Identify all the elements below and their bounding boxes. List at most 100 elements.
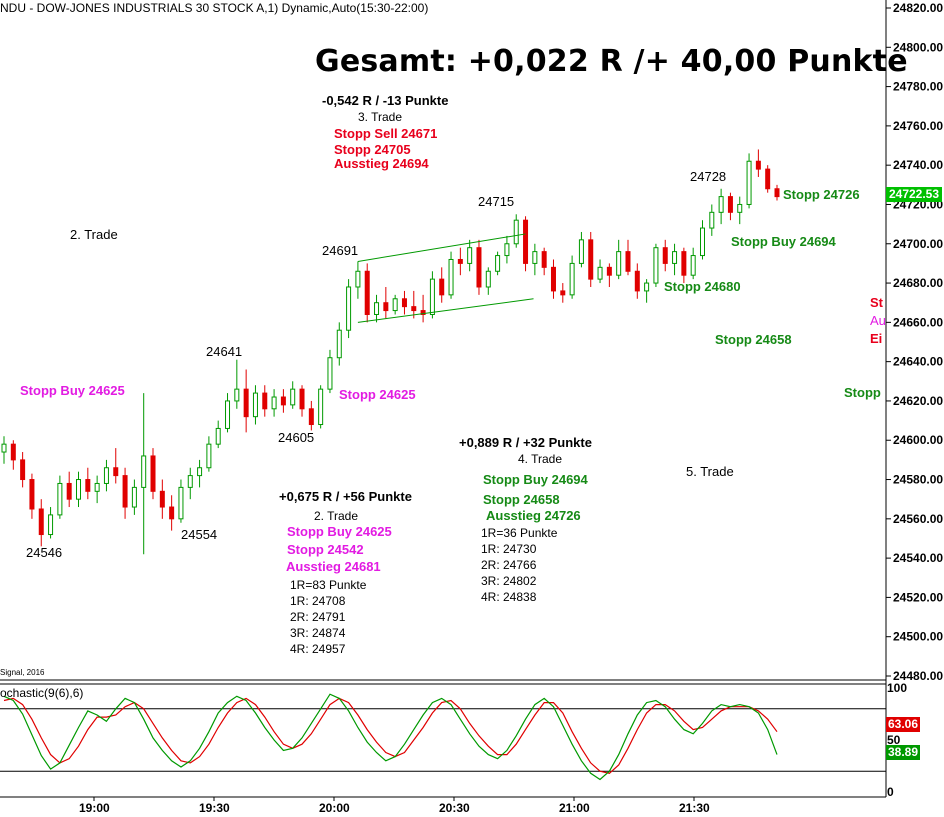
trade3-stopp-sell: Stopp Sell 24671 [334,126,438,141]
mid-stopp: Stopp 24625 [339,387,416,402]
trade2-stopp-buy: Stopp Buy 24625 [287,524,392,539]
candle-body [85,479,91,492]
candle-body [578,239,584,264]
candle-body [597,266,603,280]
price-tick-label: 24760.00 [893,119,943,133]
stoch-tick-0: 0 [887,785,894,799]
trade4-r3: 3R: 24802 [481,574,537,588]
candle-body [392,298,398,312]
stopp-24658: Stopp 24658 [715,332,792,347]
candle-body [429,278,435,315]
trade2-r2: 2R: 24791 [290,610,346,624]
trade4-label: 4. Trade [518,452,563,466]
trade3-stopp: Stopp 24705 [334,142,411,157]
candle-body [38,508,44,536]
point-label-24554: 24554 [181,527,218,542]
price-tick-label: 24520.00 [893,590,943,604]
candle-body [523,219,529,264]
candle-body [727,196,733,213]
candle-body [187,475,193,488]
candle-body [681,251,687,276]
price-tick-label: 24600.00 [893,433,943,447]
price-tick-label: 24780.00 [893,80,943,94]
candle-body [150,455,156,492]
candle-body [346,286,352,331]
trade4-exit: Ausstieg 24726 [486,508,581,523]
point-label-24605: 24605 [278,430,315,445]
candle-body [718,196,724,213]
candle-body [765,168,771,190]
candle-body [10,443,16,461]
candle-body [532,251,538,264]
candle-body [66,482,72,500]
candle-body [485,270,491,288]
candle-body [76,479,82,500]
stoch-tick-100: 100 [887,681,907,695]
point-label-24546: 24546 [26,545,63,560]
trade2-stopp: Stopp 24542 [287,542,364,557]
stoch-k-value: 38.89 [886,745,920,760]
signal-label: Signal, 2016 [0,668,45,677]
candle-body [606,266,612,276]
candle-body [20,459,26,481]
stopp-24680: Stopp 24680 [664,279,741,294]
trade3-result: -0,542 R / -13 Punkte [322,93,449,108]
candle-body [634,270,640,292]
candle-body [467,247,473,264]
candle-body [159,490,165,508]
current-price-tag: 24722.53 [886,187,942,202]
stopp-24726: Stopp 24726 [783,187,860,202]
candle-body [355,270,361,288]
price-tick-label: 24640.00 [893,355,943,369]
candle-body [327,357,333,390]
candle-body [308,408,314,426]
trade3-label: 3. Trade [358,110,403,124]
left-stopp-buy: Stopp Buy 24625 [20,383,125,398]
candle-body [383,302,389,312]
price-tick-label: 24740.00 [893,158,943,172]
channel-upper-line [357,233,526,262]
candle-body [746,160,752,205]
price-tick-label: 24800.00 [893,40,943,54]
candle-body [411,306,417,312]
candle-body [401,298,407,308]
candle-body [550,266,556,292]
candle-body [262,392,268,410]
candle-body [457,258,463,264]
time-tick-label: 21:00 [559,801,590,815]
point-label-24641: 24641 [206,344,243,359]
edge-au: Au [870,313,886,328]
trade4-result: +0,889 R / +32 Punkte [459,435,592,450]
candle-body [541,251,547,268]
candle-body [243,388,249,418]
candle-body [225,400,231,429]
trade4-r2: 2R: 24766 [481,558,537,572]
trade2-r1: 1R: 24708 [290,594,346,608]
time-tick-label: 19:00 [79,801,110,815]
trade2-exit: Ausstieg 24681 [286,559,381,574]
price-tick-label: 24480.00 [893,669,943,683]
candle-body [504,243,510,257]
candle-body [439,278,445,296]
stopp-buy-24694: Stopp Buy 24694 [731,234,836,249]
point-label-24728: 24728 [690,169,727,184]
candle-body [131,486,137,508]
total-result: Gesamt: +0,022 R /+ 40,00 Punkte [315,44,908,79]
time-tick-label: 21:30 [679,801,710,815]
trade5-label: 5. Trade [686,464,734,479]
candle-body [215,427,221,445]
candle-body [625,251,631,272]
point-label-24715: 24715 [478,194,515,209]
candle-body [48,514,54,536]
price-tick-label: 24540.00 [893,551,943,565]
trade4-r4: 4R: 24838 [481,590,537,604]
price-tick-label: 24620.00 [893,394,943,408]
trade2-r4: 4R: 24957 [290,642,346,656]
point-label-24691: 24691 [322,243,359,258]
candle-body [569,262,575,296]
candle-body [169,506,175,520]
candle-body [206,443,212,469]
stoch-tick-50: 50 [887,733,901,747]
trade2-result: +0,675 R / +56 Punkte [279,489,412,504]
